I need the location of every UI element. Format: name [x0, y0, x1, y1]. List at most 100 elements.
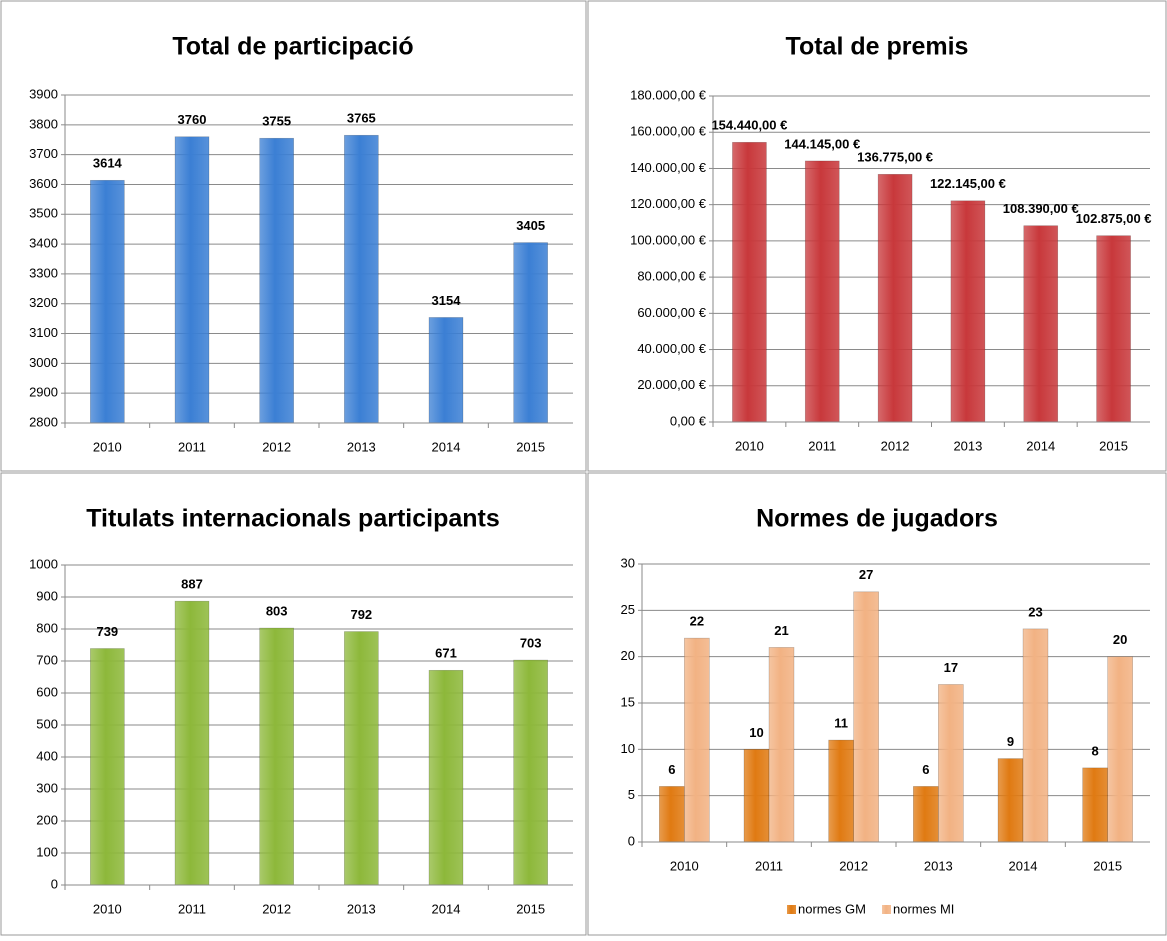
- x-tick-label: 2015: [516, 439, 545, 454]
- data-label: 11: [834, 716, 848, 731]
- y-tick-label: 3300: [29, 265, 58, 280]
- data-label: 20: [1113, 632, 1127, 647]
- data-label: 9: [1007, 734, 1014, 749]
- bar: [659, 786, 685, 843]
- bar: [259, 137, 294, 424]
- data-label: 887: [181, 577, 203, 592]
- y-tick-label: 20: [621, 648, 635, 663]
- bar: [513, 242, 548, 424]
- y-tick-label: 40.000,00 €: [637, 341, 706, 356]
- y-tick-label: 120.000,00 €: [630, 196, 707, 211]
- y-tick-label: 3100: [29, 325, 58, 340]
- x-tick-label: 2015: [1093, 858, 1122, 873]
- bar: [804, 160, 840, 423]
- legend-swatch: [882, 905, 891, 914]
- data-label: 792: [350, 607, 372, 622]
- chart-title: Total de premis: [786, 33, 969, 61]
- y-tick-label: 3000: [29, 355, 58, 370]
- y-tick-label: 0,00 €: [670, 413, 707, 428]
- bar: [1107, 656, 1133, 843]
- data-label: 6: [668, 762, 675, 777]
- x-tick-label: 2011: [178, 439, 206, 454]
- x-tick-label: 2014: [432, 901, 461, 916]
- y-tick-label: 25: [621, 602, 635, 617]
- panel: [0, 472, 587, 936]
- x-tick-label: 2011: [755, 858, 783, 873]
- bar: [768, 647, 795, 843]
- data-label: 8: [1092, 743, 1099, 758]
- bar: [174, 136, 210, 424]
- y-tick-label: 0: [628, 833, 635, 848]
- bar: [828, 739, 854, 843]
- y-tick-label: 100: [36, 844, 58, 859]
- data-label: 3765: [347, 111, 376, 126]
- chart-title: Normes de jugadors: [756, 505, 998, 533]
- bar: [743, 749, 770, 843]
- y-tick-label: 3700: [29, 146, 58, 161]
- y-tick-label: 700: [36, 652, 58, 667]
- data-label: 122.145,00 €: [930, 176, 1006, 191]
- x-tick-label: 2012: [839, 858, 868, 873]
- bar: [684, 637, 710, 843]
- x-tick-label: 2012: [881, 438, 910, 453]
- x-tick-label: 2010: [735, 438, 764, 453]
- bar: [428, 669, 464, 886]
- x-tick-label: 2010: [93, 439, 122, 454]
- y-tick-label: 80.000,00 €: [637, 269, 706, 284]
- bar: [1082, 767, 1108, 843]
- y-tick-label: 2800: [29, 414, 58, 429]
- x-tick-label: 2013: [953, 438, 982, 453]
- bar: [997, 758, 1024, 843]
- x-tick-label: 2010: [670, 858, 699, 873]
- bar: [950, 200, 986, 423]
- data-label: 108.390,00 €: [1003, 201, 1079, 216]
- bar: [90, 179, 125, 424]
- x-tick-label: 2010: [93, 901, 122, 916]
- bar: [344, 134, 379, 424]
- chart-title: Total de participació: [172, 33, 413, 61]
- data-label: 3154: [432, 293, 462, 308]
- x-tick-label: 2014: [1026, 438, 1055, 453]
- x-tick-label: 2014: [1009, 858, 1038, 873]
- data-label: 739: [96, 624, 118, 639]
- y-tick-label: 3600: [29, 176, 58, 191]
- bar: [344, 631, 379, 886]
- legend-swatch: [787, 905, 796, 914]
- data-label: 703: [520, 635, 542, 650]
- bar: [938, 684, 964, 843]
- y-tick-label: 140.000,00 €: [630, 160, 707, 175]
- x-tick-label: 2012: [262, 439, 291, 454]
- data-label: 144.145,00 €: [784, 136, 860, 151]
- x-tick-label: 2013: [924, 858, 953, 873]
- y-tick-label: 800: [36, 620, 58, 635]
- bar: [428, 317, 464, 424]
- y-tick-label: 15: [621, 694, 635, 709]
- x-tick-label: 2013: [347, 901, 376, 916]
- data-label: 17: [944, 660, 958, 675]
- data-label: 27: [859, 567, 873, 582]
- data-label: 22: [690, 614, 704, 629]
- data-label: 3405: [516, 218, 545, 233]
- y-tick-label: 2900: [29, 385, 58, 400]
- y-tick-label: 0: [51, 876, 58, 891]
- y-tick-label: 500: [36, 716, 58, 731]
- data-label: 102.875,00 €: [1076, 211, 1152, 226]
- data-label: 21: [774, 623, 788, 638]
- y-tick-label: 300: [36, 780, 58, 795]
- x-tick-label: 2014: [432, 439, 461, 454]
- y-tick-label: 900: [36, 588, 58, 603]
- chart-title: Titulats internacionals participants: [86, 505, 500, 533]
- data-label: 3760: [178, 112, 207, 127]
- legend-label: normes GM: [798, 901, 866, 916]
- y-tick-label: 20.000,00 €: [637, 377, 706, 392]
- legend-label: normes MI: [893, 901, 954, 916]
- y-tick-label: 100.000,00 €: [630, 232, 707, 247]
- data-label: 6: [922, 762, 929, 777]
- bar: [1022, 628, 1049, 843]
- y-tick-label: 160.000,00 €: [630, 124, 707, 139]
- y-tick-label: 600: [36, 684, 58, 699]
- y-tick-label: 3400: [29, 236, 58, 251]
- x-tick-label: 2012: [262, 901, 291, 916]
- y-tick-label: 3200: [29, 295, 58, 310]
- bar: [259, 627, 294, 886]
